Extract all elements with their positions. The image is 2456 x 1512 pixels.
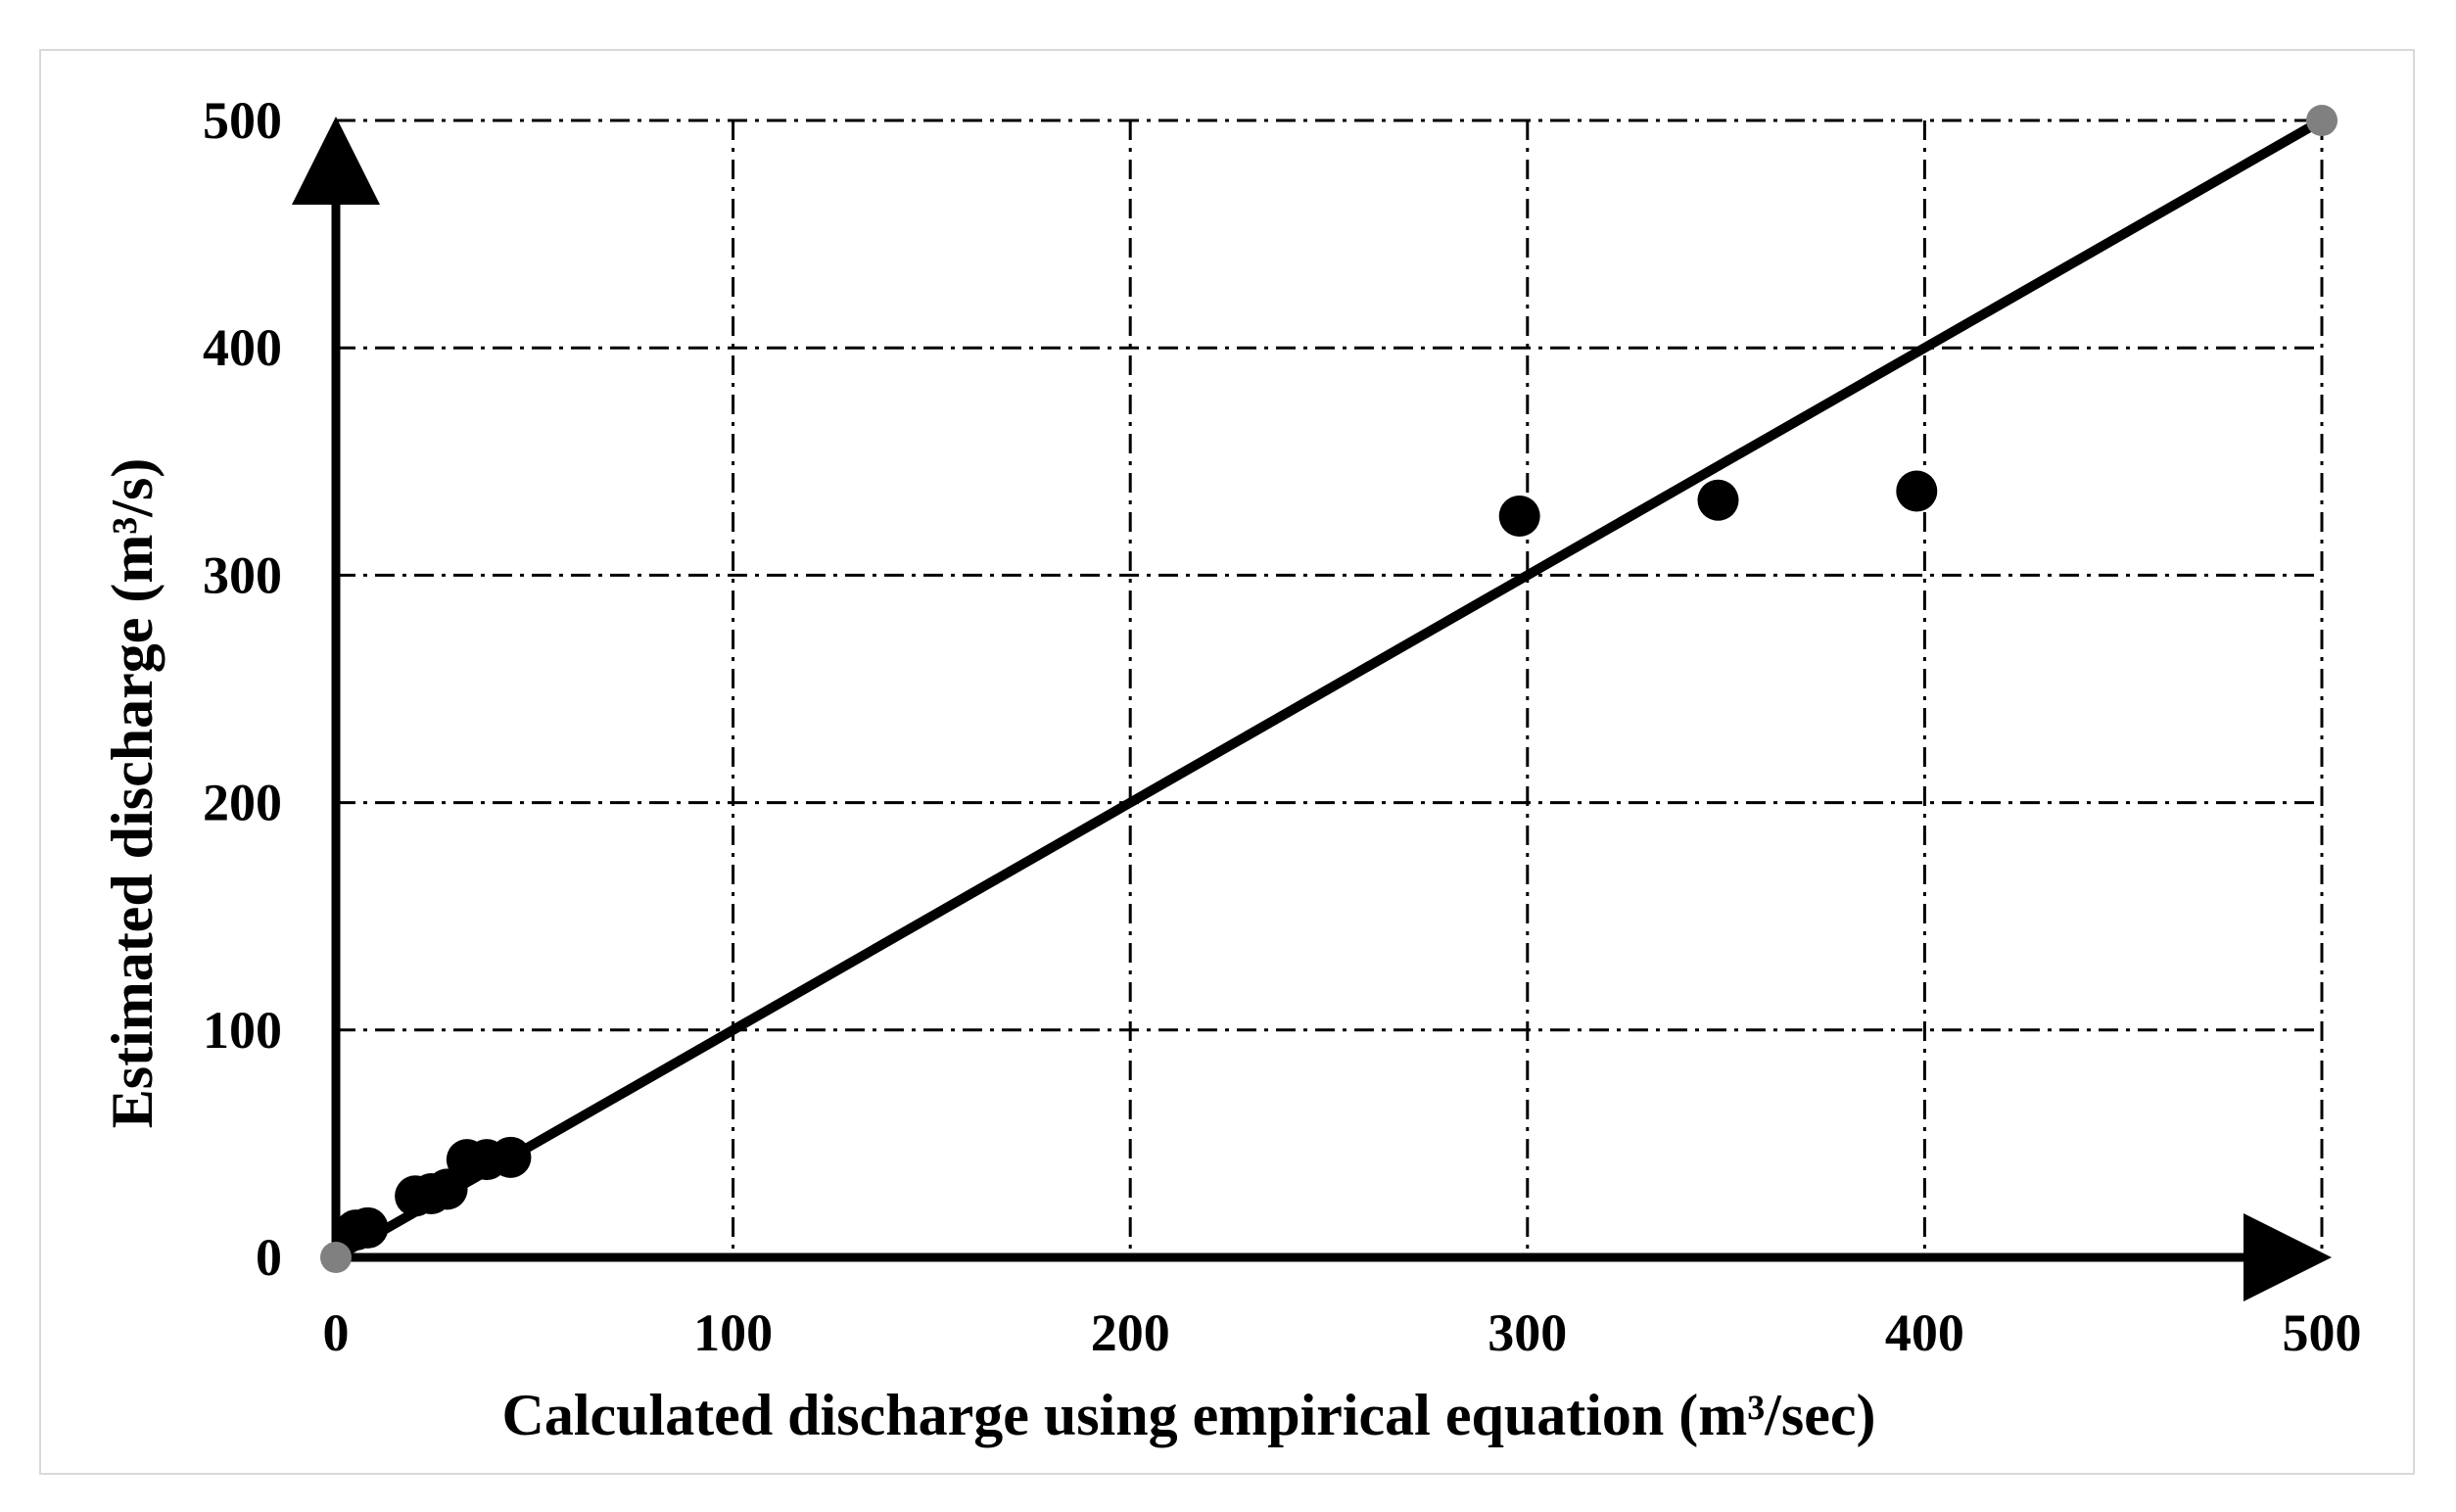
gridlines bbox=[336, 118, 2324, 1257]
y-tick-label-2: 200 bbox=[203, 774, 282, 832]
y-tick-label-0: 0 bbox=[256, 1228, 282, 1287]
x-axis-title: Calculated discharge using empirical equ… bbox=[502, 1383, 1876, 1447]
axes bbox=[292, 117, 2332, 1301]
data-point-9 bbox=[1697, 479, 1739, 521]
data-point-4 bbox=[426, 1168, 468, 1210]
reference-line bbox=[333, 116, 2325, 1262]
line-endpoint-1 bbox=[2306, 105, 2338, 136]
chart-frame bbox=[39, 49, 2415, 1475]
data-point-1 bbox=[347, 1206, 389, 1249]
line-endpoint-0 bbox=[320, 1242, 352, 1273]
x-tick-label-5: 500 bbox=[2283, 1303, 2362, 1362]
x-tick-label-4: 400 bbox=[1885, 1303, 1964, 1362]
x-tick-label-3: 300 bbox=[1488, 1303, 1567, 1362]
y-tick-label-4: 400 bbox=[203, 318, 282, 377]
y-tick-label-5: 500 bbox=[203, 91, 282, 150]
data-point-10 bbox=[1896, 470, 1938, 512]
x-tick-labels: 0 100 200 300 400 500 bbox=[323, 1303, 2362, 1362]
y-tick-labels: 0 100 200 300 400 500 bbox=[203, 91, 282, 1287]
y-tick-label-1: 100 bbox=[203, 1001, 282, 1060]
y-axis-title: Estimated discharge (m³/s) bbox=[100, 458, 165, 1129]
y-tick-label-3: 300 bbox=[203, 545, 282, 604]
data-points bbox=[320, 105, 2338, 1273]
one-to-one-line bbox=[333, 116, 2325, 1262]
x-tick-label-2: 200 bbox=[1091, 1303, 1170, 1362]
data-point-7 bbox=[490, 1136, 532, 1178]
data-point-8 bbox=[1498, 496, 1540, 538]
x-tick-label-0: 0 bbox=[323, 1303, 350, 1362]
x-tick-label-1: 100 bbox=[693, 1303, 773, 1362]
